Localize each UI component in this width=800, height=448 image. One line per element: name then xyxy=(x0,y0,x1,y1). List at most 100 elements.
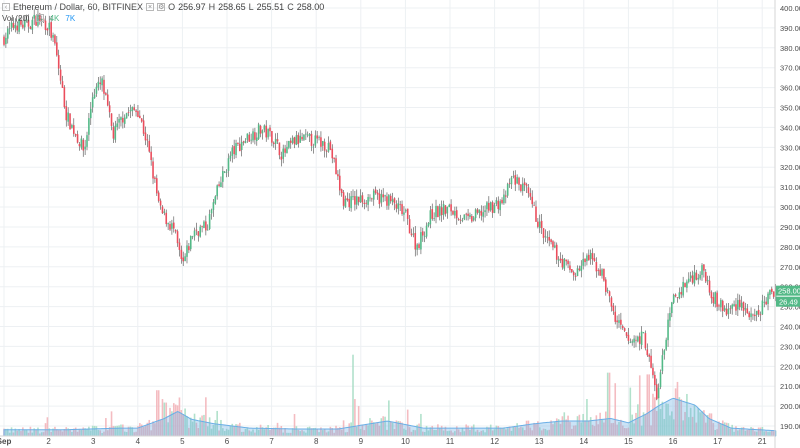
volume-bar xyxy=(303,431,305,436)
volume-bar xyxy=(205,397,207,436)
candle-body xyxy=(320,137,322,147)
candle-body xyxy=(74,134,77,136)
candle-body xyxy=(61,81,64,88)
volume-bar xyxy=(71,431,73,436)
candle-body xyxy=(110,113,113,126)
candle-body xyxy=(112,126,115,139)
volume-bar xyxy=(271,428,273,436)
candle-body xyxy=(93,94,96,99)
candle-body xyxy=(88,118,90,135)
volume-bar xyxy=(733,431,735,436)
candle-body xyxy=(714,292,717,305)
volume-bar xyxy=(172,403,175,436)
volume-bar xyxy=(82,427,85,436)
candle-body xyxy=(129,110,132,112)
candle-body xyxy=(527,187,530,194)
y-tick-label: 230.00 xyxy=(780,342,800,351)
candle-body xyxy=(438,206,441,216)
volume-bar xyxy=(314,427,317,436)
candle-body xyxy=(246,133,249,140)
candle-body xyxy=(73,125,75,134)
volume-bar xyxy=(291,428,294,436)
candle-body xyxy=(418,244,420,249)
volume-bar xyxy=(597,424,600,436)
candle-body xyxy=(597,270,600,271)
volume-bar xyxy=(84,428,86,436)
volume-bar xyxy=(246,427,249,436)
volume-bar xyxy=(516,423,518,436)
volume-bar xyxy=(740,427,743,436)
volume-bar xyxy=(225,428,228,436)
volume-bar xyxy=(208,417,211,436)
volume-bar xyxy=(623,427,626,436)
volume-bar xyxy=(701,410,703,436)
volume-bar xyxy=(39,433,41,436)
candle-body xyxy=(610,297,613,307)
candle-body xyxy=(584,258,586,263)
settings-icon[interactable]: ⚙ xyxy=(157,3,166,11)
volume-bar xyxy=(631,414,634,436)
candle-body xyxy=(56,42,58,56)
candle-body xyxy=(478,209,481,213)
volume-bar xyxy=(480,430,483,436)
volume-bar xyxy=(235,424,237,436)
volume-bar xyxy=(427,430,430,436)
volume-bar xyxy=(312,428,315,436)
volume-bar xyxy=(250,431,252,436)
volume-bar xyxy=(169,407,171,436)
volume-bar xyxy=(469,429,471,436)
volume-bar xyxy=(584,420,586,436)
candle-body xyxy=(427,223,430,226)
volume-bar xyxy=(499,427,501,436)
candle-body xyxy=(406,208,409,219)
volume-bar xyxy=(478,432,481,436)
volume-bar xyxy=(210,428,213,436)
candle-body xyxy=(78,143,81,147)
volume-bar xyxy=(742,426,745,436)
candle-body xyxy=(299,135,301,143)
volume-bar xyxy=(629,387,632,436)
y-tick-label: 210.00 xyxy=(780,382,800,391)
candle-body xyxy=(608,291,611,297)
candle-body xyxy=(8,28,11,30)
volume-bar xyxy=(452,432,454,436)
candle-body xyxy=(640,331,643,346)
volume-bar xyxy=(563,412,566,436)
close-icon[interactable]: × xyxy=(146,3,155,11)
volume-bar xyxy=(14,428,17,436)
volume-bar xyxy=(355,426,358,436)
collapse-icon[interactable]: ‹ xyxy=(2,3,10,11)
volume-bar xyxy=(572,425,575,436)
volume-bar xyxy=(218,430,220,436)
volume-bar xyxy=(316,428,318,436)
volume-settings-icon[interactable]: ⚙ xyxy=(35,14,44,22)
volume-bar xyxy=(376,422,379,436)
volume-bar xyxy=(674,388,677,436)
candle-body xyxy=(623,328,626,331)
volume-bar xyxy=(384,416,386,436)
candle-body xyxy=(729,308,732,310)
volume-bar xyxy=(484,432,486,436)
candle-body xyxy=(306,134,309,136)
volume-bar xyxy=(667,403,669,436)
candle-body xyxy=(269,127,271,132)
volume-bar xyxy=(759,427,762,436)
volume-bar xyxy=(338,427,341,436)
volume-bar xyxy=(729,428,732,436)
volume-bar xyxy=(357,406,360,436)
candle-body xyxy=(646,349,649,356)
candle-body xyxy=(412,233,415,235)
volume-bar xyxy=(106,430,109,436)
volume-bar xyxy=(684,411,686,436)
volume-bar xyxy=(12,432,15,436)
candle-body xyxy=(588,254,590,261)
candle-body xyxy=(701,265,703,275)
candle-body xyxy=(146,139,149,141)
candle-body xyxy=(510,177,513,185)
volume-bar xyxy=(538,427,541,436)
candle-body xyxy=(614,311,617,322)
volume-bar xyxy=(506,428,509,436)
